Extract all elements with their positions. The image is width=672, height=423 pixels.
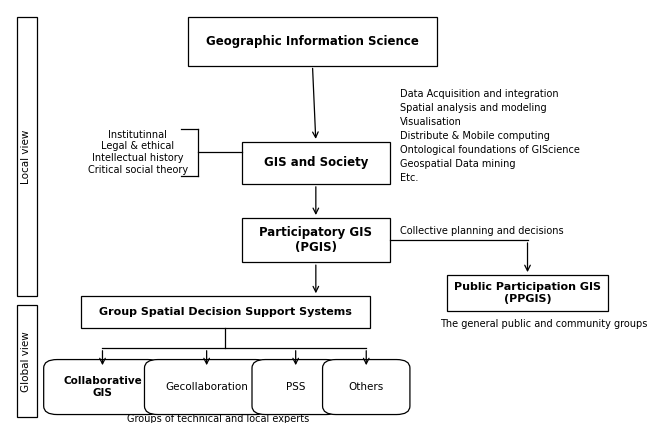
Text: Local view: Local view [21, 129, 30, 184]
FancyBboxPatch shape [188, 17, 437, 66]
FancyBboxPatch shape [323, 360, 410, 415]
Text: Collaborative
GIS: Collaborative GIS [63, 376, 142, 398]
FancyBboxPatch shape [252, 360, 339, 415]
Text: The general public and community groups: The general public and community groups [440, 319, 648, 329]
Text: PSS: PSS [286, 382, 306, 392]
Text: Public Participation GIS
(PPGIS): Public Participation GIS (PPGIS) [454, 282, 601, 304]
Text: Gecollaboration: Gecollaboration [165, 382, 248, 392]
Text: Others: Others [349, 382, 384, 392]
Text: Data Acquisition and integration
Spatial analysis and modeling
Visualisation
Dis: Data Acquisition and integration Spatial… [400, 89, 580, 183]
Text: Group Spatial Decision Support Systems: Group Spatial Decision Support Systems [99, 307, 351, 317]
Text: GIS and Society: GIS and Society [263, 157, 368, 169]
Text: Groups of technical and local experts: Groups of technical and local experts [127, 414, 310, 423]
FancyBboxPatch shape [447, 275, 608, 311]
Text: Collective planning and decisions: Collective planning and decisions [400, 225, 563, 236]
Text: Institutinnal
Legal & ethical
Intellectual history
Critical social theory: Institutinnal Legal & ethical Intellectu… [88, 130, 187, 175]
Text: Global view: Global view [21, 331, 30, 392]
FancyBboxPatch shape [242, 218, 390, 262]
Text: Geographic Information Science: Geographic Information Science [206, 35, 419, 48]
FancyBboxPatch shape [144, 360, 269, 415]
FancyBboxPatch shape [81, 296, 370, 328]
FancyBboxPatch shape [17, 305, 37, 417]
Text: Participatory GIS
(PGIS): Participatory GIS (PGIS) [259, 226, 372, 254]
FancyBboxPatch shape [17, 17, 37, 296]
FancyBboxPatch shape [242, 142, 390, 184]
FancyBboxPatch shape [44, 360, 161, 415]
